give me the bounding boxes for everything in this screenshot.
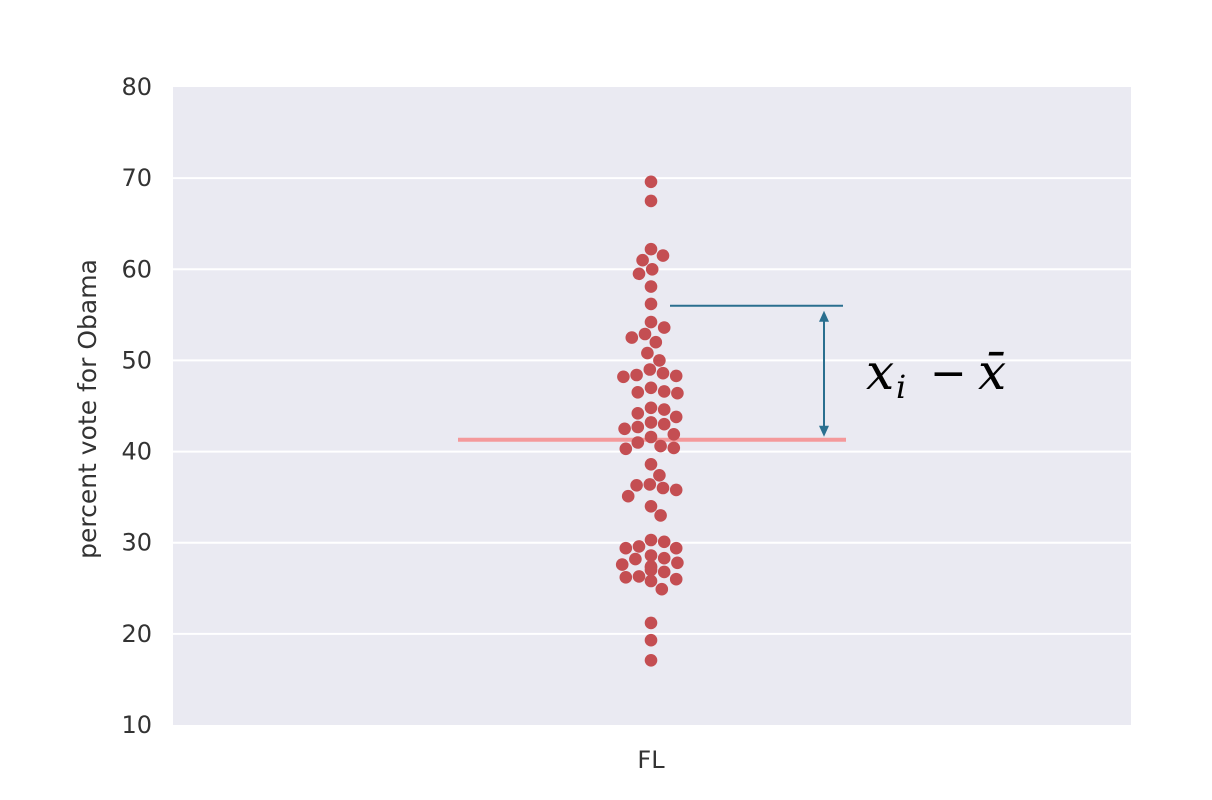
- data-point: [657, 551, 671, 565]
- data-point: [649, 335, 663, 349]
- data-point: [644, 242, 658, 256]
- data-point: [653, 469, 666, 482]
- y-tick-labels: 10 20 30 40 50 60 70 80: [121, 73, 152, 739]
- data-point: [669, 572, 683, 586]
- data-point: [667, 428, 681, 441]
- data-point: [671, 386, 684, 400]
- y-tick-label-30: 30: [121, 529, 152, 557]
- data-point: [643, 478, 657, 491]
- data-point: [632, 540, 646, 553]
- data-point: [669, 369, 683, 383]
- arrowhead-down-icon: [819, 425, 829, 437]
- data-point: [644, 381, 658, 395]
- data-point: [644, 654, 658, 667]
- data-point: [641, 346, 654, 360]
- data-point: [631, 407, 645, 420]
- data-point: [644, 574, 658, 588]
- data-point: [644, 549, 658, 562]
- data-point: [655, 582, 669, 596]
- data-point: [656, 481, 670, 495]
- formula-x-bar: x̄: [978, 343, 1006, 401]
- y-tick-label-20: 20: [121, 620, 152, 648]
- data-point: [644, 280, 658, 293]
- y-tick-label-80: 80: [121, 73, 152, 101]
- data-point: [621, 489, 635, 503]
- y-tick-label-40: 40: [121, 438, 152, 466]
- data-point: [644, 194, 658, 208]
- data-point: [653, 354, 666, 367]
- formula-x: x: [866, 343, 894, 401]
- data-point: [657, 565, 671, 579]
- arrowhead-up-icon: [819, 310, 829, 322]
- data-point: [644, 430, 658, 444]
- data-point: [638, 327, 652, 341]
- data-point: [654, 509, 667, 522]
- y-tick-label-10: 10: [121, 711, 152, 739]
- deviation-annotation: x i − x̄: [670, 304, 1006, 437]
- data-point: [657, 403, 671, 416]
- data-point: [657, 535, 671, 549]
- data-point: [644, 533, 658, 547]
- formula-subscript-i: i: [896, 368, 906, 406]
- data-point: [667, 441, 681, 455]
- data-point: [615, 558, 629, 571]
- data-point: [617, 370, 630, 384]
- y-tick-label-60: 60: [121, 255, 152, 283]
- x-tick-label-fl: FL: [637, 746, 665, 774]
- data-point: [657, 321, 671, 334]
- deviation-formula-label: x i − x̄: [866, 343, 1006, 406]
- data-point: [644, 416, 658, 429]
- data-point: [644, 616, 658, 630]
- data-point: [630, 479, 643, 492]
- data-point: [631, 420, 645, 434]
- data-point: [656, 366, 670, 380]
- data-point: [644, 175, 658, 189]
- y-tick-label-70: 70: [121, 164, 152, 192]
- data-point: [654, 439, 667, 453]
- data-point: [669, 410, 683, 424]
- data-point: [631, 436, 645, 449]
- data-point: [619, 571, 633, 584]
- data-points: [615, 175, 684, 667]
- data-point: [656, 249, 670, 262]
- data-point: [632, 570, 646, 583]
- data-point: [671, 556, 684, 570]
- data-point: [644, 297, 658, 311]
- formula-minus: −: [930, 348, 967, 399]
- data-point: [644, 563, 658, 577]
- data-point: [636, 253, 649, 267]
- data-point: [644, 401, 658, 415]
- data-point: [657, 385, 671, 398]
- data-point: [625, 331, 639, 344]
- data-point: [632, 267, 646, 281]
- data-point: [644, 500, 658, 513]
- data-point: [643, 363, 657, 376]
- data-point: [669, 483, 683, 497]
- data-point: [669, 541, 683, 555]
- y-axis-title: percent vote for Obama: [73, 259, 102, 559]
- data-point: [630, 368, 643, 382]
- y-tick-label-50: 50: [121, 346, 152, 374]
- data-point: [644, 315, 658, 329]
- data-point: [644, 458, 658, 471]
- data-point: [631, 386, 645, 399]
- data-point: [629, 552, 642, 566]
- data-point: [619, 541, 633, 555]
- data-point: [645, 263, 659, 276]
- data-point: [619, 442, 633, 456]
- data-point: [618, 422, 631, 436]
- data-point: [644, 633, 658, 647]
- data-point: [657, 417, 671, 431]
